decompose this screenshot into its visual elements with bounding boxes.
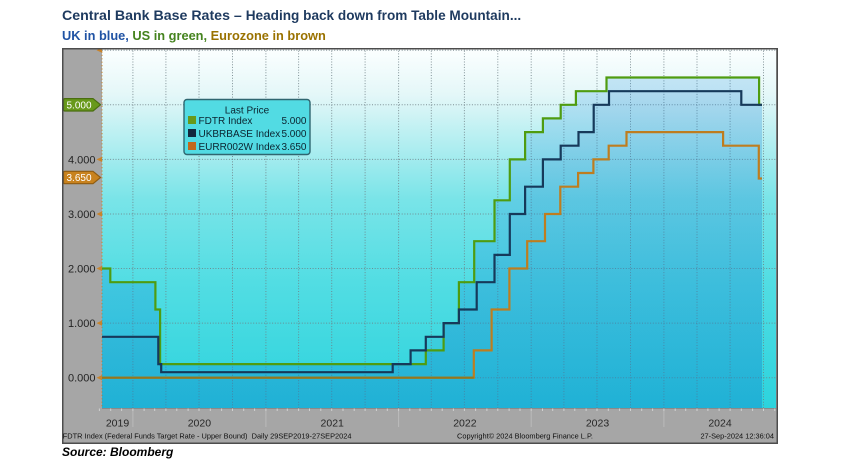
svg-text:1.000: 1.000 bbox=[68, 318, 96, 330]
svg-text:Last Price: Last Price bbox=[225, 105, 270, 116]
svg-text:2.000: 2.000 bbox=[68, 263, 96, 275]
svg-text:UKBRBASE Index: UKBRBASE Index bbox=[199, 129, 281, 140]
svg-text:5.000: 5.000 bbox=[281, 129, 306, 140]
svg-text:2024: 2024 bbox=[708, 417, 732, 429]
svg-text:Copyright© 2024 Bloomberg Fina: Copyright© 2024 Bloomberg Finance L.P. bbox=[457, 431, 593, 440]
svg-text:3.000: 3.000 bbox=[68, 209, 96, 221]
svg-text:5.000: 5.000 bbox=[281, 116, 306, 127]
svg-text:27-Sep-2024 12:36:04: 27-Sep-2024 12:36:04 bbox=[700, 431, 774, 440]
svg-text:EURR002W Index: EURR002W Index bbox=[199, 142, 281, 153]
svg-text:2022: 2022 bbox=[453, 417, 477, 429]
svg-text:FDTR Index (Federal Funds Targ: FDTR Index (Federal Funds Target Rate - … bbox=[63, 431, 352, 440]
svg-text:5.000: 5.000 bbox=[66, 100, 91, 111]
svg-text:2020: 2020 bbox=[188, 417, 212, 429]
svg-text:3.650: 3.650 bbox=[281, 142, 306, 153]
svg-text:2019: 2019 bbox=[106, 417, 130, 429]
svg-text:4.000: 4.000 bbox=[68, 154, 96, 166]
svg-text:FDTR Index: FDTR Index bbox=[199, 116, 253, 127]
svg-text:2021: 2021 bbox=[321, 417, 345, 429]
svg-text:2023: 2023 bbox=[586, 417, 610, 429]
svg-text:0.000: 0.000 bbox=[68, 372, 96, 384]
svg-text:3.650: 3.650 bbox=[66, 173, 91, 184]
